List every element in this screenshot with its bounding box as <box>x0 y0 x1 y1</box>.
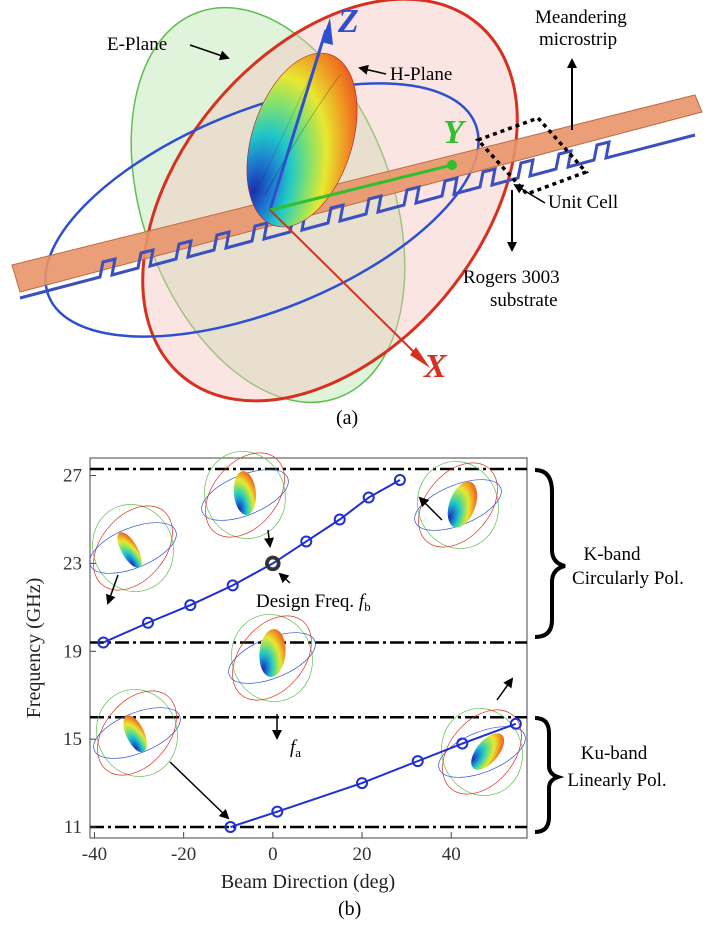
y-tick-label-1: 15 <box>63 729 82 750</box>
y-tick-label-4: 27 <box>63 466 82 487</box>
x-tick-label-4: 40 <box>442 844 461 865</box>
plot-frame <box>89 457 528 839</box>
unit-cell-box <box>474 115 590 197</box>
k-band-brace <box>534 468 566 639</box>
e-plane-label: E-Plane <box>107 34 167 55</box>
caption-b: (b) <box>338 898 361 920</box>
series-line-0 <box>102 479 401 644</box>
ku-band-label-line1: Ku-band <box>581 743 648 764</box>
figure-b: 11 15 19 23 27 -40 -20 0 20 40 <box>23 451 684 920</box>
series-1-point-5 <box>509 717 522 730</box>
pattern-inset-1 <box>89 504 177 592</box>
caption-a: (a) <box>336 407 358 429</box>
fa-label: fa <box>290 737 301 760</box>
design-frequency-point <box>265 555 281 572</box>
reference-lines <box>90 467 527 829</box>
y-axis-label: Y <box>443 114 467 151</box>
pattern-inset-3 <box>414 461 502 549</box>
series-1-point-1 <box>271 805 284 818</box>
series-0-point-2 <box>184 599 197 612</box>
series-1-point-3 <box>411 755 424 768</box>
series-1-point-2 <box>356 777 369 790</box>
k-band-label-line1: K-band <box>584 544 641 565</box>
data-series <box>97 473 522 834</box>
z-axis: Z <box>268 3 359 211</box>
series-line-1 <box>230 722 517 828</box>
series-0-point-5 <box>300 535 313 548</box>
unit-cell-label: Unit Cell <box>548 192 618 213</box>
pattern-inset-2 <box>201 451 289 539</box>
series-0-point-1 <box>141 616 154 629</box>
meandering-label-line2: microstrip <box>539 29 617 50</box>
x-tick-label-3: 20 <box>353 844 372 865</box>
series-0-point-6 <box>333 513 346 526</box>
y-axis-title: Frequency (GHz) <box>23 578 45 719</box>
rogers-label-line2: substrate <box>490 290 558 311</box>
x-tick-label-0: -40 <box>82 844 107 865</box>
series-0-point-8 <box>393 473 406 486</box>
figure-a: Z Y X E-Plane H-Plane Meandering microst… <box>11 0 703 429</box>
series-0-point-0 <box>97 636 110 649</box>
design-freq-label: Design Freq. fb <box>256 591 371 614</box>
x-tick-label-2: 0 <box>268 844 278 865</box>
y-ticks: 11 15 19 23 27 <box>63 466 96 838</box>
x-axis-title: Beam Direction (deg) <box>221 871 395 893</box>
x-axis-label: X <box>423 348 448 385</box>
ku-band-brace <box>534 716 565 834</box>
y-tick-label-2: 19 <box>63 641 82 662</box>
inset-arrows <box>105 496 514 820</box>
x-tick-label-1: -20 <box>171 844 196 865</box>
h-plane-label: H-Plane <box>390 64 452 85</box>
rogers-label-line1: Rogers 3003 <box>463 267 560 288</box>
blue-ring <box>44 82 480 338</box>
k-band-label-line2: Circularly Pol. <box>572 568 684 589</box>
pattern-inset-5 <box>93 689 181 777</box>
series-1-point-4 <box>456 737 469 750</box>
series-0-point-7 <box>362 491 375 504</box>
y-tick-label-3: 23 <box>63 553 82 574</box>
y-axis: Y <box>269 114 467 212</box>
pattern-inset-4 <box>228 614 316 702</box>
meandering-label-line1: Meandering <box>535 7 627 28</box>
meandering-microstrip <box>19 133 696 300</box>
series-1-point-0 <box>224 821 237 834</box>
x-ticks: -40 -20 0 20 40 <box>82 832 461 865</box>
radiation-lobe <box>246 52 358 228</box>
pattern-inset-6 <box>438 708 526 796</box>
ku-band-label-line2: Linearly Pol. <box>567 770 666 791</box>
x-axis: X <box>269 209 448 385</box>
series-0-point-3 <box>226 579 239 592</box>
z-axis-label: Z <box>337 3 359 40</box>
y-tick-label-0: 11 <box>64 817 82 838</box>
